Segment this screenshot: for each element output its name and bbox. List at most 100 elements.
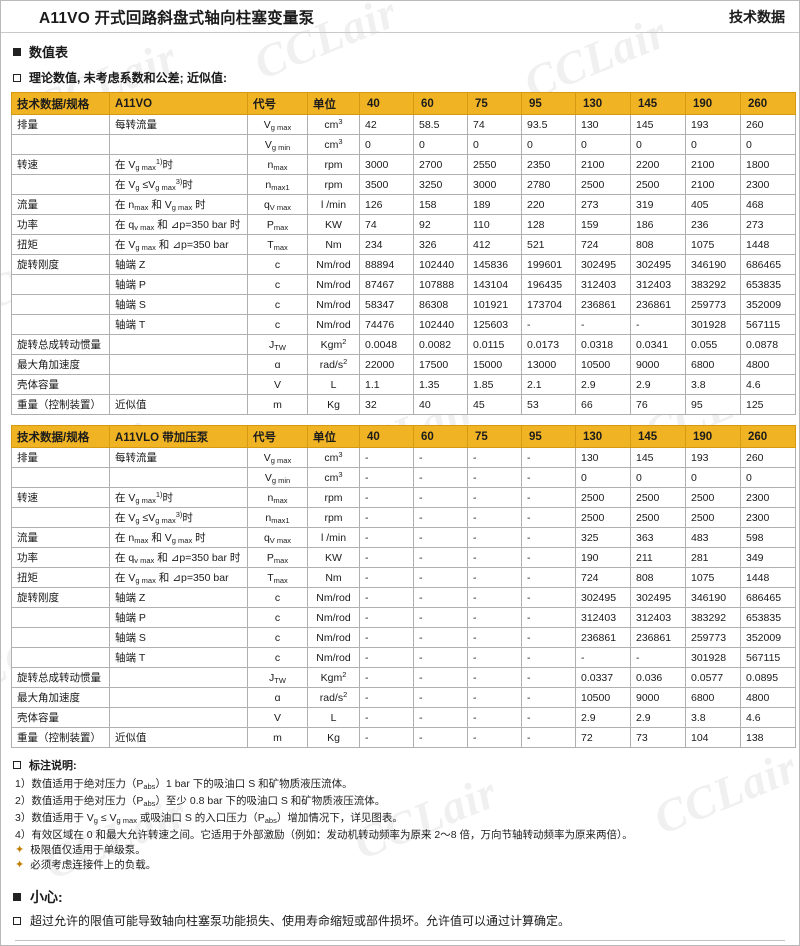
row-code-symbol: Vg min [247, 467, 308, 488]
row-value-190: 193 [685, 114, 741, 135]
row-value-260: 352009 [740, 627, 796, 648]
row-value-75: - [467, 467, 522, 488]
row-unit: cm3 [307, 467, 360, 488]
row-value-75: 125603 [467, 314, 522, 335]
row-group-label [11, 294, 110, 315]
row-value-95: 2.1 [521, 374, 576, 395]
table-row: 重量（控制装置） 近似值 m Kg 32 40 45 53 66 76 95 125 [11, 394, 796, 415]
row-value-75: - [467, 447, 522, 468]
row-value-260: 1448 [740, 234, 796, 255]
table-row: 壳体容量 V L 1.1 1.35 1.85 2.1 2.9 2.9 3.8 4.6 [11, 374, 796, 395]
row-description [109, 687, 248, 708]
row-value-190: 1075 [685, 567, 741, 588]
row-value-260: 260 [740, 447, 796, 468]
row-value-190: 2100 [685, 174, 741, 195]
row-value-60: 107888 [413, 274, 468, 295]
row-group-label: 流量 [11, 527, 110, 548]
row-value-75: - [467, 567, 522, 588]
row-value-40: - [359, 667, 414, 688]
row-value-145: 9000 [630, 687, 686, 708]
row-value-130: 0 [575, 134, 631, 155]
row-value-60: - [413, 487, 468, 508]
table-header-size-60: 60 [413, 425, 468, 448]
row-value-95: - [521, 607, 576, 628]
row-unit: L [307, 374, 360, 395]
row-value-145: 2.9 [630, 374, 686, 395]
row-value-190: 3.8 [685, 374, 741, 395]
row-unit: KW [307, 547, 360, 568]
row-code-symbol: JTW [247, 667, 308, 688]
spec-table-a11vlo: 技术数据/规格 A11VLO 带加压泵 代号 单位 40 60 75 95 130 145 190 2… [11, 425, 796, 748]
row-value-260: 352009 [740, 294, 796, 315]
note-bullet-text: 必须考虑连接件上的负载。 [30, 859, 157, 871]
row-value-130: 0.0318 [575, 334, 631, 355]
row-value-260: 0.0878 [740, 334, 796, 355]
table-row: Vg min cm3- - - -0 0 0 0 [11, 467, 796, 488]
spec-table-a11vo: 技术数据/规格 A11VO 代号 单位 40 60 75 95 130 145 190 260 排量每… [11, 92, 796, 415]
row-value-40: - [359, 627, 414, 648]
row-value-145: 9000 [630, 354, 686, 375]
row-unit: rpm [307, 507, 360, 528]
row-code-symbol: Pmax [247, 547, 308, 568]
row-code-symbol: c [247, 627, 308, 648]
footer-divider [15, 940, 785, 941]
row-value-75: 74 [467, 114, 522, 135]
row-value-60: - [413, 587, 468, 608]
row-value-145: 2500 [630, 487, 686, 508]
row-value-95: - [521, 487, 576, 508]
row-value-60: 158 [413, 194, 468, 215]
row-description [109, 667, 248, 688]
row-value-40: - [359, 687, 414, 708]
row-group-label: 重量（控制装置） [11, 727, 110, 748]
row-value-260: 273 [740, 214, 796, 235]
row-value-130: 273 [575, 194, 631, 215]
row-value-75: 1.85 [467, 374, 522, 395]
row-value-130: 2100 [575, 154, 631, 175]
row-value-190: 3.8 [685, 707, 741, 728]
row-value-260: 0 [740, 467, 796, 488]
row-group-label [11, 274, 110, 295]
row-group-label: 壳体容量 [11, 374, 110, 395]
row-description [109, 354, 248, 375]
row-value-130: - [575, 314, 631, 335]
row-code-symbol: V [247, 707, 308, 728]
table-header-unit: 单位 [307, 425, 360, 448]
row-value-40: - [359, 567, 414, 588]
row-value-260: 686465 [740, 587, 796, 608]
row-unit: Nm/rod [307, 314, 360, 335]
row-value-75: 412 [467, 234, 522, 255]
row-value-60: 0 [413, 134, 468, 155]
row-value-95: 199601 [521, 254, 576, 275]
row-value-130: 10500 [575, 687, 631, 708]
row-value-60: - [413, 567, 468, 588]
row-value-95: 93.5 [521, 114, 576, 135]
row-value-145: 312403 [630, 274, 686, 295]
row-value-75: 110 [467, 214, 522, 235]
row-unit: Nm [307, 567, 360, 588]
row-unit: KW [307, 214, 360, 235]
row-value-40: 74 [359, 214, 414, 235]
notes-section: 标注说明: 1）数值适用于绝对压力（Pabs）1 bar 下的吸油口 S 和矿物… [13, 757, 791, 873]
row-code-symbol: nmax [247, 487, 308, 508]
table-header-model: A11VLO 带加压泵 [109, 425, 248, 448]
row-value-60: 1.35 [413, 374, 468, 395]
table-row: 扭矩在 Vg max 和 ⊿p=350 bar Tmax Nm 234 326 412 52… [11, 234, 796, 255]
row-code-symbol: Vg max [247, 447, 308, 468]
row-unit: Nm/rod [307, 294, 360, 315]
table-header-size-145: 145 [630, 92, 686, 115]
row-unit: Nm/rod [307, 647, 360, 668]
row-value-75: 45 [467, 394, 522, 415]
row-description: 在 Vg max1)时 [109, 487, 248, 508]
row-value-95: - [521, 447, 576, 468]
row-value-40: 0 [359, 134, 414, 155]
row-value-75: - [467, 547, 522, 568]
row-description: 在 nmax 和 Vg max 时 [109, 194, 248, 215]
row-description: 近似值 [109, 394, 248, 415]
row-value-75: 143104 [467, 274, 522, 295]
row-value-145: 0 [630, 134, 686, 155]
row-code-symbol: ɑ [247, 354, 308, 375]
row-group-label [11, 134, 110, 155]
